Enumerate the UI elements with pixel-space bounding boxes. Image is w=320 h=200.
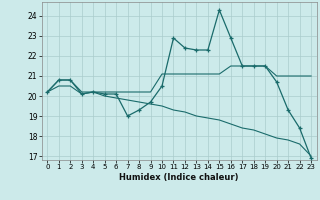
X-axis label: Humidex (Indice chaleur): Humidex (Indice chaleur) bbox=[119, 173, 239, 182]
